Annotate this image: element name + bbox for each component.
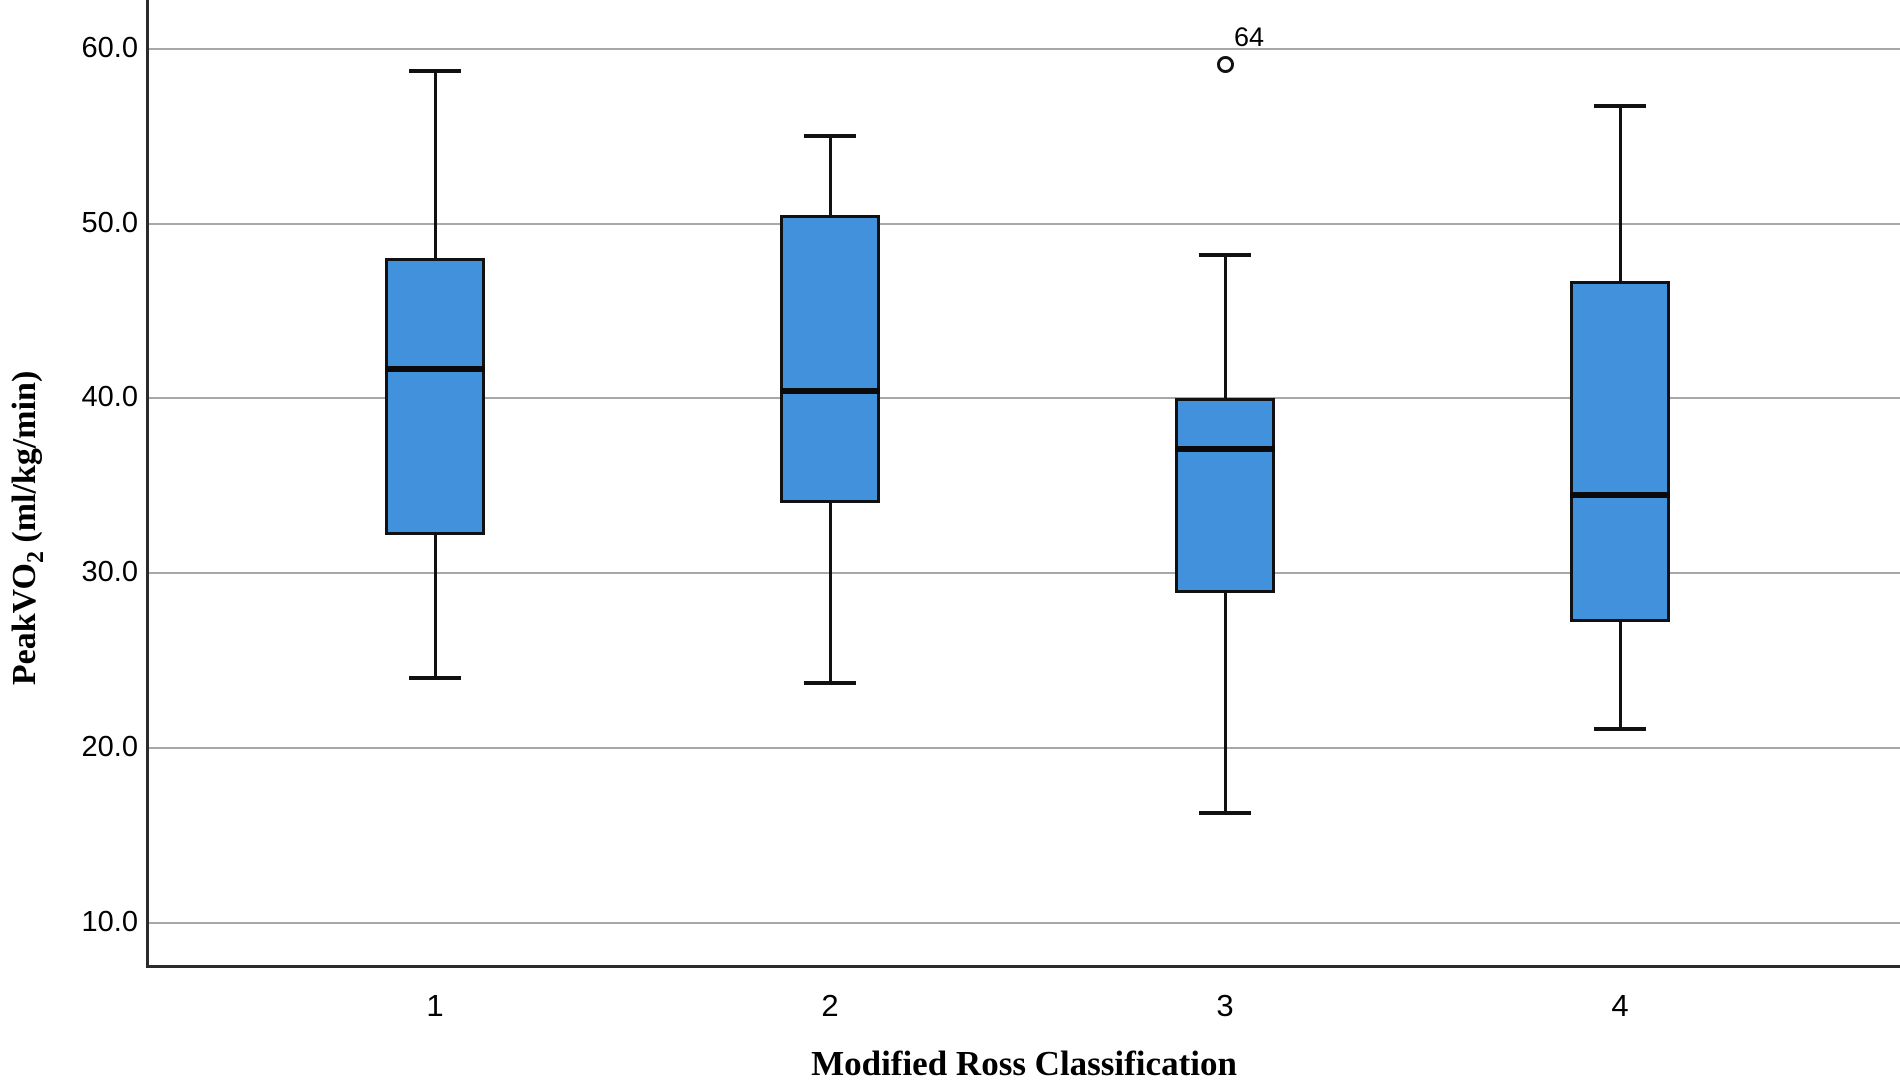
gridline-y-60 xyxy=(148,47,1900,50)
upper-whisker-line xyxy=(433,71,437,259)
x-tick-label-1: 1 xyxy=(426,988,444,1023)
upper-whisker-cap xyxy=(409,69,461,74)
x-tick-label-2: 2 xyxy=(821,988,839,1023)
gridline-y-40 xyxy=(148,397,1900,400)
median-line xyxy=(1175,446,1275,453)
box-category-3 xyxy=(1175,398,1275,593)
y-axis-title-subscript: 2 xyxy=(22,551,49,564)
x-tick-label-4: 4 xyxy=(1611,988,1629,1023)
x-tick-label-3: 3 xyxy=(1216,988,1234,1023)
lower-whisker-cap xyxy=(1199,810,1251,815)
y-axis-title: PeakVO2 (ml/kg/min) xyxy=(6,288,50,768)
outlier-point xyxy=(1216,55,1234,73)
y-tick-label: 10.0 xyxy=(81,906,138,939)
upper-whisker-line xyxy=(828,136,832,215)
lower-whisker-cap xyxy=(1594,726,1646,731)
upper-whisker-line xyxy=(1618,106,1622,282)
y-tick-label: 60.0 xyxy=(81,31,138,64)
x-axis-line xyxy=(146,965,1900,968)
gridline-y-20 xyxy=(148,747,1900,750)
y-axis-title-base: PeakVO xyxy=(6,563,44,686)
box-category-1 xyxy=(385,258,485,535)
gridline-y-30 xyxy=(148,572,1900,575)
y-tick-label: 40.0 xyxy=(81,381,138,414)
y-tick-label: 20.0 xyxy=(81,731,138,764)
box-category-4 xyxy=(1570,281,1670,623)
upper-whisker-line xyxy=(1223,254,1227,399)
upper-whisker-cap xyxy=(804,134,856,139)
median-line xyxy=(780,388,880,395)
lower-whisker-line xyxy=(433,534,437,679)
y-tick-label: 30.0 xyxy=(81,556,138,589)
lower-whisker-line xyxy=(828,503,832,684)
lower-whisker-cap xyxy=(409,676,461,681)
lower-whisker-line xyxy=(1223,592,1227,813)
y-axis-title-unit: (ml/kg/min) xyxy=(6,370,44,552)
median-line xyxy=(385,365,485,372)
median-line xyxy=(1570,491,1670,498)
gridline-y-50 xyxy=(148,222,1900,225)
upper-whisker-cap xyxy=(1199,252,1251,257)
y-axis-line xyxy=(146,0,149,968)
outlier-label: 64 xyxy=(1234,22,1265,53)
gridline-y-10 xyxy=(148,922,1900,925)
lower-whisker-cap xyxy=(804,681,856,686)
lower-whisker-line xyxy=(1618,622,1622,729)
upper-whisker-cap xyxy=(1594,104,1646,109)
x-axis-title: Modified Ross Classification xyxy=(811,1044,1237,1083)
box-category-2 xyxy=(780,214,880,504)
y-tick-label: 50.0 xyxy=(81,206,138,239)
